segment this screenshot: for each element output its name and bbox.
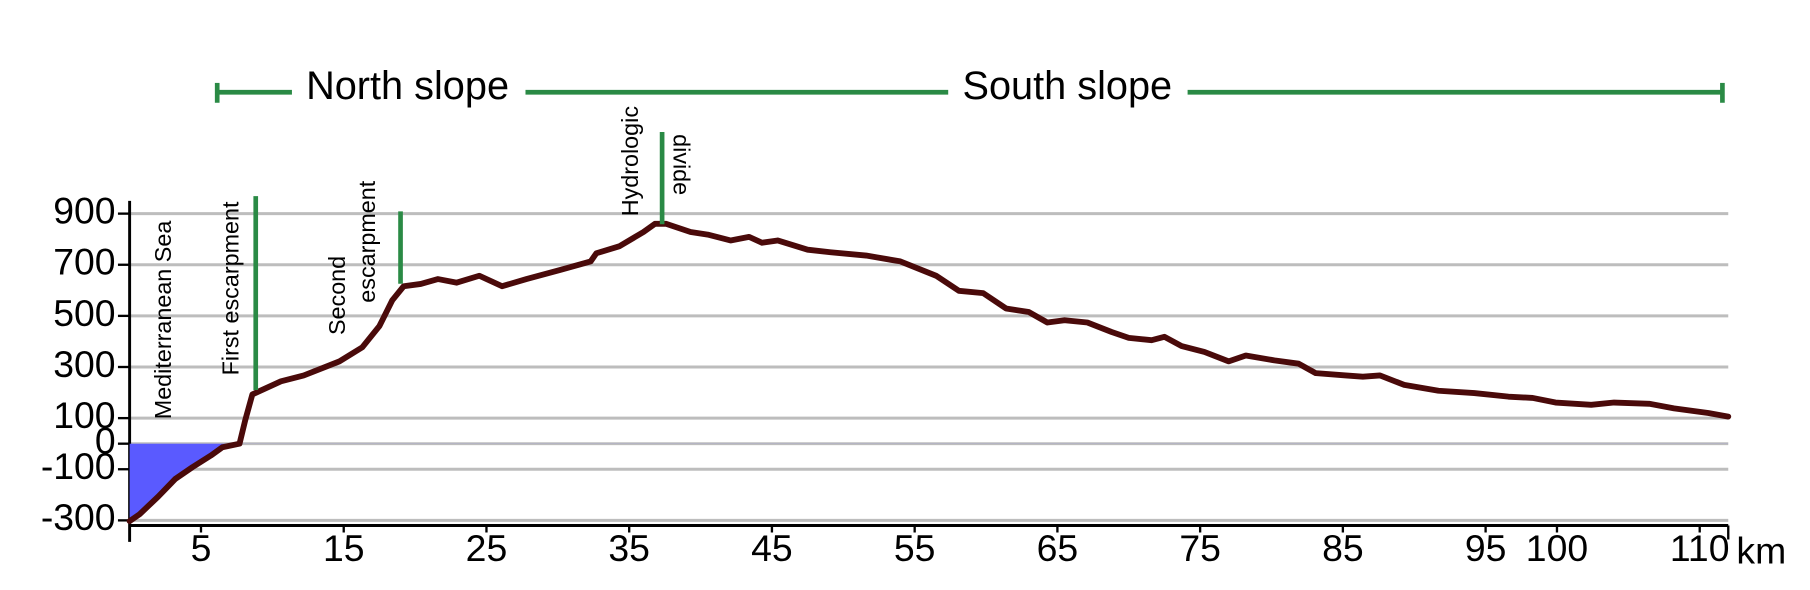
annotation: First escarpment xyxy=(218,201,244,375)
annotations: Mediterranean Sea First escarpment Secon… xyxy=(150,106,695,420)
x-tick-label: 15 xyxy=(323,527,365,569)
x-tick-label: 25 xyxy=(466,527,508,569)
y-tick-label: -100 xyxy=(41,445,116,487)
y-tick-label: 100 xyxy=(53,394,115,436)
annotation: Hydrologic xyxy=(617,106,643,217)
section-label: North slope xyxy=(306,64,509,108)
x-tick-label: 100 xyxy=(1526,527,1588,569)
x-tick-label: 35 xyxy=(608,527,650,569)
x-tick-label: 65 xyxy=(1037,527,1079,569)
y-tick-label: 0 xyxy=(95,420,116,462)
annotation: Second xyxy=(324,256,350,335)
x-tick-label: 95 xyxy=(1465,527,1507,569)
label-bg xyxy=(291,64,526,117)
section-label: South slope xyxy=(963,64,1173,108)
x-tick-label: 85 xyxy=(1322,527,1364,569)
y-tick-label: 500 xyxy=(53,292,115,334)
x-tick-label: 5 xyxy=(191,527,212,569)
annotation: escarpment xyxy=(354,180,380,302)
y-tick-label: 900 xyxy=(53,190,115,232)
annotation: divide xyxy=(668,134,694,195)
x-tick-label: 75 xyxy=(1179,527,1221,569)
label-bg xyxy=(948,64,1188,117)
x-axis-unit: km xyxy=(1736,529,1786,571)
y-tick-label: -300 xyxy=(41,496,116,538)
x-tick-label: 55 xyxy=(894,527,936,569)
x-tick-label: 45 xyxy=(751,527,793,569)
x-tick-label: 110 xyxy=(1670,527,1730,569)
elevation-line xyxy=(126,220,1732,525)
y-tick-label: 300 xyxy=(53,343,115,385)
slope-bar: North slope South slope xyxy=(214,64,1725,117)
marks xyxy=(126,220,1732,525)
annotation: Mediterranean Sea xyxy=(150,221,176,420)
y-tick-label: 700 xyxy=(53,241,115,283)
